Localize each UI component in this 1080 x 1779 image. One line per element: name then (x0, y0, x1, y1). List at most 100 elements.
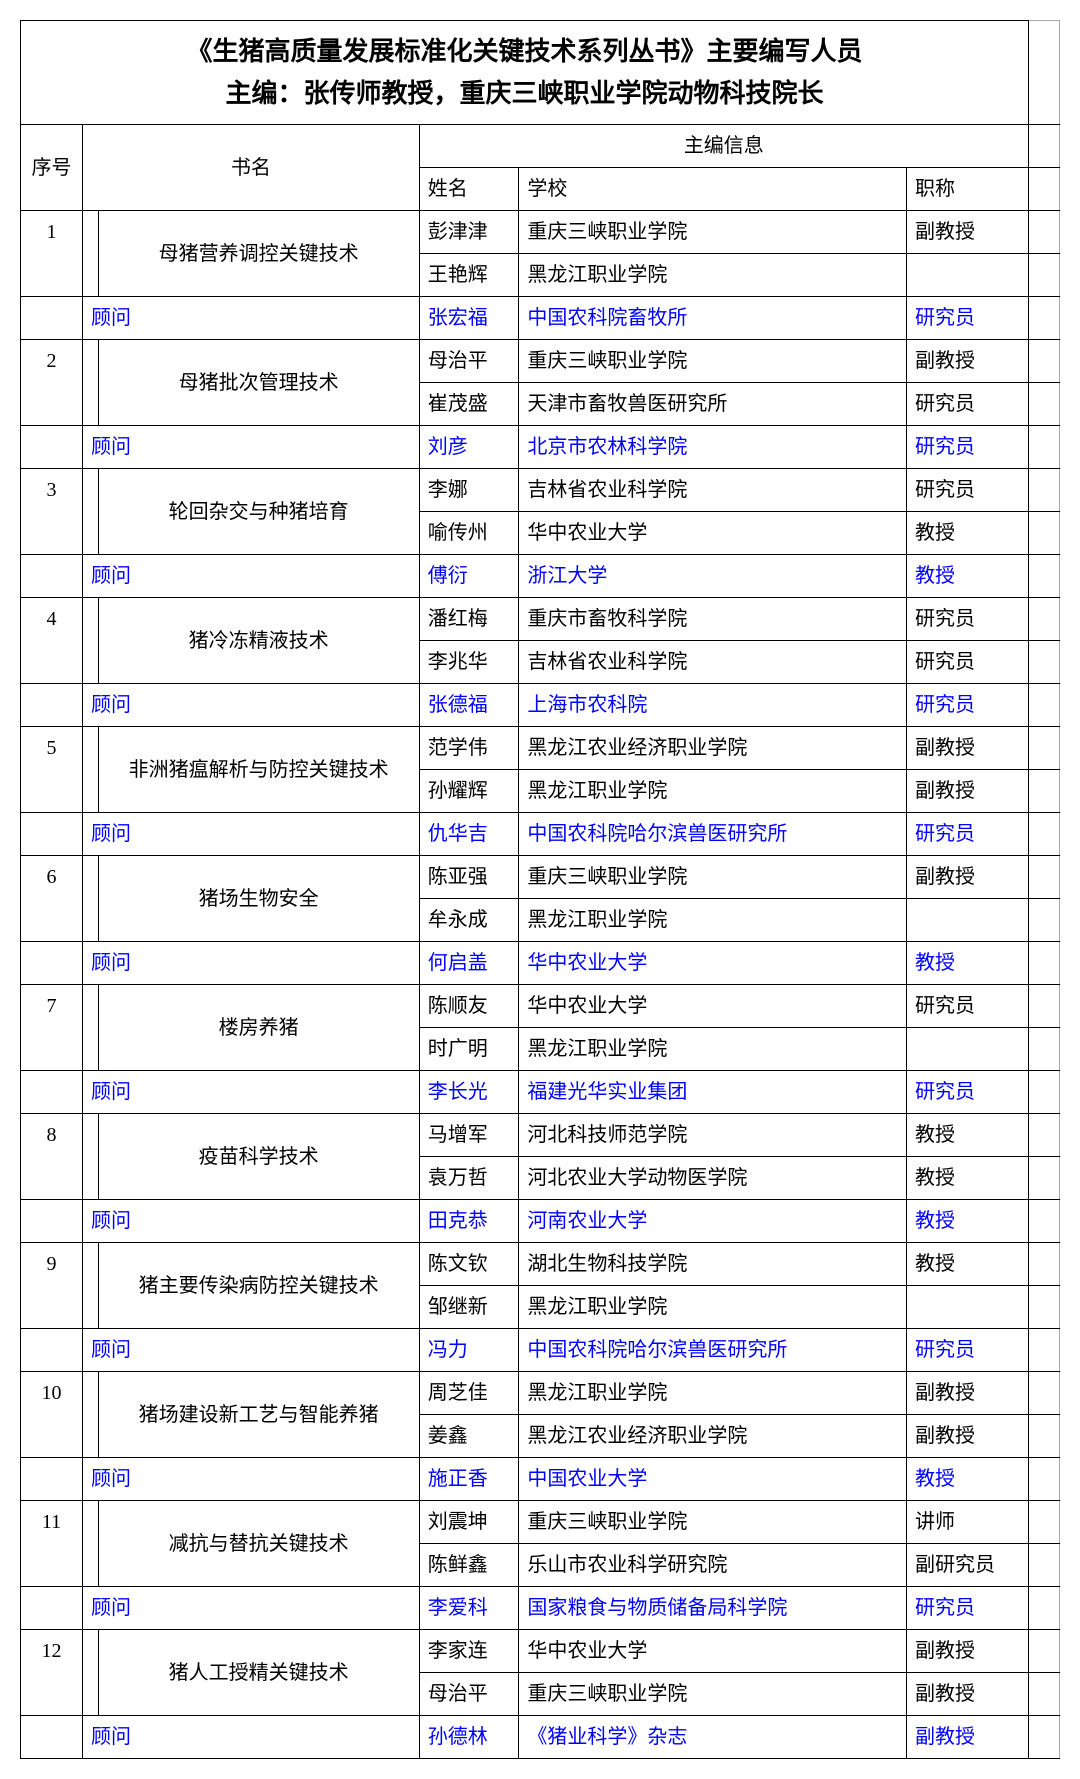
edge-cell (1028, 942, 1059, 985)
edge-cell (1028, 813, 1059, 856)
advisor-name: 冯力 (419, 1329, 519, 1372)
advisor-label: 顾问 (83, 813, 420, 856)
editor-title: 讲师 (907, 1501, 1029, 1544)
advisor-label: 顾问 (83, 1458, 420, 1501)
editor-title (907, 254, 1029, 297)
edge-cell (1028, 1114, 1059, 1157)
advisor-label: 顾问 (83, 684, 420, 727)
editor-name: 范学伟 (419, 727, 519, 770)
editor-name: 彭津津 (419, 211, 519, 254)
editor-school: 黑龙江职业学院 (519, 770, 907, 813)
edge-cell (1028, 899, 1059, 942)
editor-title (907, 1028, 1029, 1071)
edge-cell (1028, 1286, 1059, 1329)
editor-school: 华中农业大学 (519, 512, 907, 555)
edge-cell (1028, 1071, 1059, 1114)
edge-cell (1028, 1587, 1059, 1630)
book-name: 母猪营养调控关键技术 (98, 211, 419, 297)
edge-cell (1028, 985, 1059, 1028)
edge-cell (1028, 383, 1059, 426)
edge-cell (1028, 727, 1059, 770)
advisor-school: 中国农科院哈尔滨兽医研究所 (519, 813, 907, 856)
editor-name: 陈亚强 (419, 856, 519, 899)
advisor-name: 刘彦 (419, 426, 519, 469)
advisor-title: 研究员 (907, 684, 1029, 727)
editor-title: 副教授 (907, 340, 1029, 383)
editor-school: 乐山市农业科学研究院 (519, 1544, 907, 1587)
editor-title: 副教授 (907, 211, 1029, 254)
book-name: 母猪批次管理技术 (98, 340, 419, 426)
advisor-school: 《猪业科学》杂志 (519, 1716, 907, 1759)
advisor-school: 华中农业大学 (519, 942, 907, 985)
title-line2: 主编：张传师教授，重庆三峡职业学院动物科技院长 (225, 79, 823, 108)
editor-name: 母治平 (419, 1673, 519, 1716)
editor-title: 副教授 (907, 1372, 1029, 1415)
editor-school: 吉林省农业科学院 (519, 469, 907, 512)
editor-name: 陈鲜鑫 (419, 1544, 519, 1587)
gap-cell (21, 426, 83, 469)
editor-name: 陈顺友 (419, 985, 519, 1028)
editor-title: 研究员 (907, 985, 1029, 1028)
gap-cell (83, 469, 99, 555)
advisor-school: 河南农业大学 (519, 1200, 907, 1243)
editor-school: 华中农业大学 (519, 985, 907, 1028)
edge-cell (1028, 125, 1059, 168)
edge-cell (1028, 1501, 1059, 1544)
edge-cell (1028, 684, 1059, 727)
editor-name: 李家连 (419, 1630, 519, 1673)
advisor-title: 副教授 (907, 1716, 1029, 1759)
edge-cell (1028, 1458, 1059, 1501)
header-book: 书名 (83, 125, 420, 211)
editor-name: 孙耀辉 (419, 770, 519, 813)
title-line1: 《生猪高质量发展标准化关键技术系列丛书》主要编写人员 (186, 37, 862, 66)
advisor-label: 顾问 (83, 1329, 420, 1372)
editor-title (907, 1286, 1029, 1329)
advisor-school: 福建光华实业集团 (519, 1071, 907, 1114)
main-table: 《生猪高质量发展标准化关键技术系列丛书》主要编写人员主编：张传师教授，重庆三峡职… (20, 20, 1060, 1759)
advisor-title: 教授 (907, 942, 1029, 985)
editor-name: 母治平 (419, 340, 519, 383)
editor-school: 重庆三峡职业学院 (519, 1501, 907, 1544)
editor-name: 马增军 (419, 1114, 519, 1157)
advisor-label: 顾问 (83, 1071, 420, 1114)
advisor-title: 研究员 (907, 1587, 1029, 1630)
editor-school: 重庆三峡职业学院 (519, 856, 907, 899)
edge-cell (1028, 555, 1059, 598)
seq-cell: 9 (21, 1243, 83, 1329)
editor-school: 重庆三峡职业学院 (519, 340, 907, 383)
edge-cell (1028, 1028, 1059, 1071)
editor-title (907, 899, 1029, 942)
advisor-title: 教授 (907, 1200, 1029, 1243)
advisor-school: 北京市农林科学院 (519, 426, 907, 469)
advisor-name: 仇华吉 (419, 813, 519, 856)
editor-name: 袁万哲 (419, 1157, 519, 1200)
editor-name: 喻传州 (419, 512, 519, 555)
edge-cell (1028, 1673, 1059, 1716)
editor-school: 重庆市畜牧科学院 (519, 598, 907, 641)
advisor-name: 孙德林 (419, 1716, 519, 1759)
advisor-label: 顾问 (83, 555, 420, 598)
gap-cell (83, 1114, 99, 1200)
advisor-label: 顾问 (83, 1716, 420, 1759)
editor-school: 黑龙江职业学院 (519, 1372, 907, 1415)
gap-cell (83, 1501, 99, 1587)
editor-title: 副教授 (907, 856, 1029, 899)
editor-title: 研究员 (907, 469, 1029, 512)
advisor-label: 顾问 (83, 426, 420, 469)
advisor-name: 李爱科 (419, 1587, 519, 1630)
editor-title: 副教授 (907, 727, 1029, 770)
advisor-name: 张德福 (419, 684, 519, 727)
gap-cell (83, 985, 99, 1071)
seq-cell: 12 (21, 1630, 83, 1716)
edge-cell (1028, 770, 1059, 813)
editor-title: 副教授 (907, 1630, 1029, 1673)
edge-cell (1028, 1157, 1059, 1200)
header-school: 学校 (519, 168, 907, 211)
seq-cell: 10 (21, 1372, 83, 1458)
header-editor-info: 主编信息 (419, 125, 1028, 168)
advisor-name: 李长光 (419, 1071, 519, 1114)
editor-school: 河北农业大学动物医学院 (519, 1157, 907, 1200)
advisor-name: 田克恭 (419, 1200, 519, 1243)
editor-title: 副教授 (907, 770, 1029, 813)
advisor-school: 中国农科院畜牧所 (519, 297, 907, 340)
